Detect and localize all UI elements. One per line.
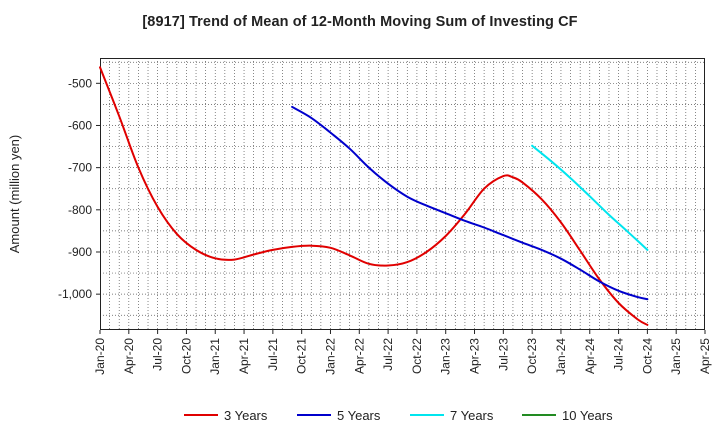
x-tick-label: Oct-23 [525, 338, 539, 374]
y-tick-label: -1,000 [58, 287, 92, 301]
x-tick-label: Apr-23 [468, 338, 482, 374]
chart-title: [8917] Trend of Mean of 12-Month Moving … [142, 14, 578, 30]
y-tick-label: -500 [68, 76, 92, 90]
x-tick-label: Jan-20 [93, 338, 107, 375]
y-axis: -500 -600 -700 -800 -900 -1,000 [58, 76, 100, 301]
y-axis-label: Amount (million yen) [7, 135, 22, 254]
x-tick-label: Jul-24 [612, 338, 626, 371]
legend-label: 10 Years [562, 408, 613, 423]
x-tick-label: Jan-24 [554, 338, 568, 375]
x-tick-label: Apr-25 [698, 338, 712, 374]
series-line-7-years [531, 144, 649, 251]
legend: 3 Years 5 Years 7 Years 10 Years [184, 408, 613, 423]
x-tick-label: Apr-20 [122, 338, 136, 374]
x-tick-label: Oct-21 [295, 338, 309, 374]
x-tick-label: Jan-25 [669, 338, 683, 375]
legend-label: 5 Years [337, 408, 381, 423]
x-tick-label: Oct-22 [410, 338, 424, 374]
x-tick-label: Jul-23 [496, 338, 510, 371]
y-tick-label: -900 [68, 245, 92, 259]
plot-frame [100, 58, 705, 330]
x-tick-label: Apr-21 [237, 338, 251, 374]
x-tick-label: Jan-23 [439, 338, 453, 375]
legend-label: 7 Years [450, 408, 494, 423]
x-tick-label: Oct-20 [179, 338, 193, 374]
x-tick-label: Oct-24 [640, 338, 654, 374]
x-tick-label: Jul-20 [151, 338, 165, 371]
series-line-3-years [99, 66, 649, 326]
x-tick-label: Apr-24 [583, 338, 597, 374]
series-line-5-years [291, 105, 649, 301]
series-lines [99, 66, 649, 326]
x-tick-label: Apr-22 [352, 338, 366, 374]
x-tick-label: Jan-21 [208, 338, 222, 375]
y-tick-label: -700 [68, 161, 92, 175]
y-tick-label: -600 [68, 118, 92, 132]
x-axis: Jan-20 Apr-20 Jul-20 Oct-20 Jan-21 Apr-21 Jul-… [93, 330, 712, 375]
y-tick-label: -800 [68, 203, 92, 217]
x-tick-label: Jan-22 [323, 338, 337, 375]
x-tick-label: Jul-22 [381, 338, 395, 371]
legend-label: 3 Years [224, 408, 268, 423]
x-tick-label: Jul-21 [266, 338, 280, 371]
grid [100, 58, 705, 330]
